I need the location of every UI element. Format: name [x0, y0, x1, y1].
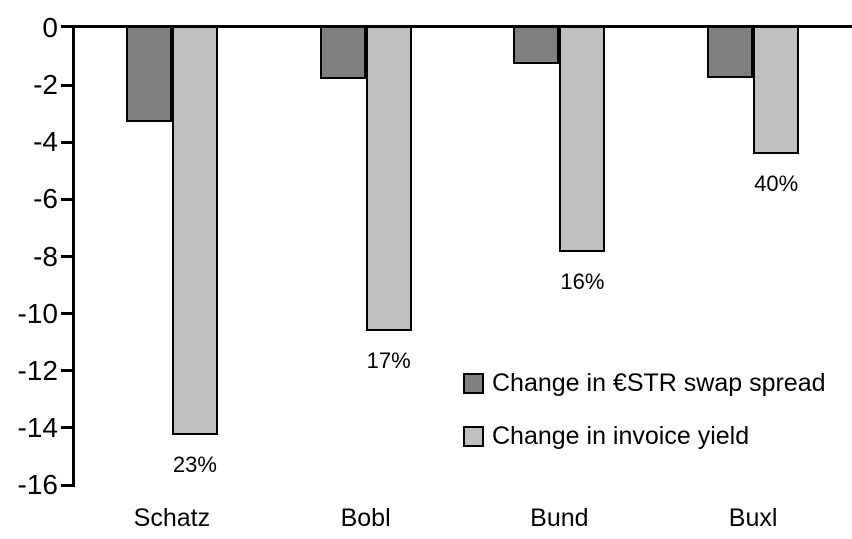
y-tick-label: -10 — [17, 297, 58, 329]
legend-swatch-invoice-yield-icon — [463, 426, 484, 447]
bar-invoice-yield-schatz — [171, 28, 218, 436]
legend-swatch-swap-spread-icon — [463, 373, 484, 394]
y-tick-label: -14 — [17, 411, 58, 443]
x-axis-label-schatz: Schatz — [133, 504, 211, 532]
legend-label-invoice-yield: Change in invoice yield — [492, 422, 750, 450]
x-axis-label-bund: Bund — [530, 504, 589, 532]
y-tick-mark — [61, 83, 74, 87]
bar-invoice-yield-bobl — [365, 28, 412, 331]
data-label-schatz: 23% — [172, 452, 217, 478]
data-label-bobl: 17% — [366, 347, 411, 373]
bar-swap-spread-bund — [513, 28, 560, 64]
x-axis-label-bobl: Bobl — [340, 504, 391, 532]
x-axis-zero-line — [61, 25, 852, 28]
data-label-buxl: 40% — [754, 170, 799, 196]
bar-swap-spread-schatz — [125, 28, 172, 123]
y-tick-mark — [61, 312, 74, 316]
y-tick-mark — [61, 483, 74, 487]
y-tick-mark — [61, 197, 74, 201]
y-tick-label: -4 — [33, 126, 58, 158]
y-tick-mark — [61, 255, 74, 258]
y-tick-label: -8 — [33, 240, 58, 272]
y-tick-mark — [61, 369, 74, 373]
data-label-bund: 16% — [560, 269, 605, 295]
y-tick-label: -2 — [33, 69, 58, 101]
y-tick-label: -16 — [17, 469, 58, 500]
bar-invoice-yield-buxl — [753, 28, 800, 154]
y-tick-label: -12 — [17, 354, 58, 386]
y-tick-label: -6 — [33, 183, 58, 215]
legend-label-swap-spread: Change in €STR swap spread — [492, 369, 826, 397]
y-tick-mark — [61, 426, 74, 430]
bar-invoice-yield-bund — [559, 28, 606, 253]
x-axis-label-buxl: Buxl — [728, 504, 778, 532]
bar-swap-spread-bobl — [319, 28, 366, 80]
legend: Change in €STR swap spread Change in inv… — [463, 371, 826, 449]
legend-item-invoice-yield: Change in invoice yield — [463, 424, 826, 449]
y-tick-mark — [61, 140, 74, 144]
y-tick-label: 0 — [42, 12, 58, 43]
bar-swap-spread-buxl — [707, 28, 754, 78]
legend-item-swap-spread: Change in €STR swap spread — [463, 371, 826, 396]
